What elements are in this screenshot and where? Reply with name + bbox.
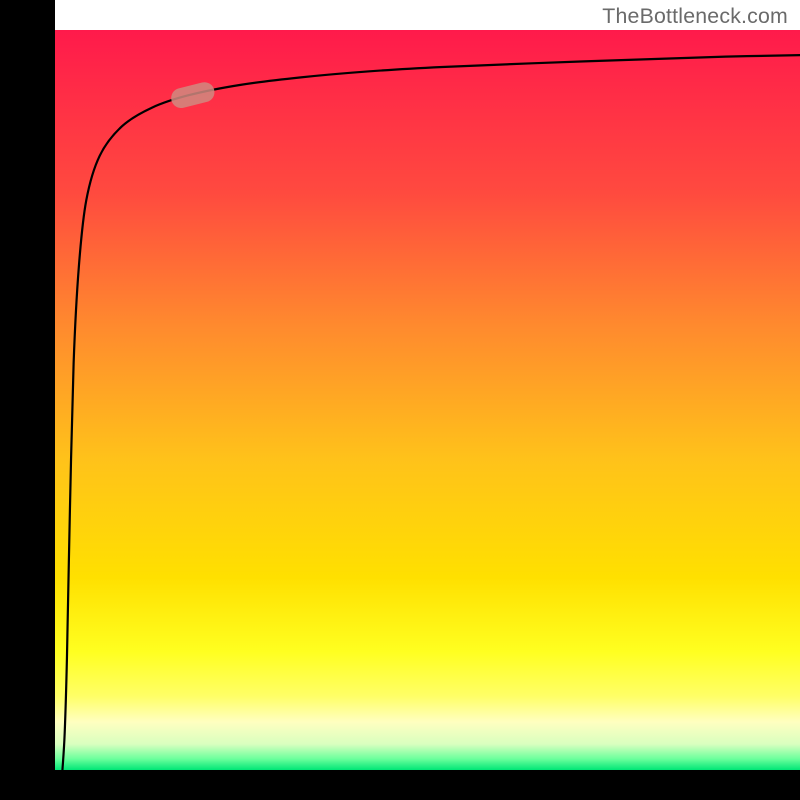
chart-root: TheBottleneck.com xyxy=(0,0,800,800)
chart-svg xyxy=(0,0,800,800)
plot-background xyxy=(55,30,800,770)
y-axis-frame xyxy=(0,0,55,800)
attribution-label: TheBottleneck.com xyxy=(602,4,788,29)
x-axis-frame xyxy=(0,770,800,800)
